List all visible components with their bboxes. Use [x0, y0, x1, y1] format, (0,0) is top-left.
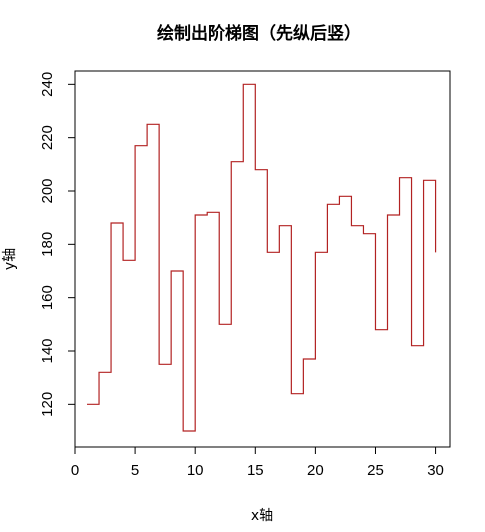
x-tick-label: 30: [427, 462, 444, 479]
x-tick-label: 25: [367, 462, 384, 479]
y-tick-label: 120: [39, 392, 56, 417]
y-tick-label: 220: [39, 125, 56, 150]
x-axis-label: x轴: [251, 508, 273, 524]
x-tick-label: 5: [131, 462, 139, 479]
y-tick-label: 240: [39, 72, 56, 97]
y-tick-label: 180: [39, 232, 56, 257]
step-series-line: [87, 83, 437, 432]
y-axis: 120 140 160 180 200 220 240: [39, 72, 76, 417]
x-axis: 0 5 10 15 20 25 30: [71, 446, 444, 479]
y-tick-label: 200: [39, 178, 56, 203]
chart-title: 绘制出阶梯图（先纵后竖）: [157, 23, 361, 44]
x-tick-label: 10: [187, 462, 204, 479]
y-axis-label: y轴: [2, 248, 18, 270]
plot-frame: [74, 70, 451, 448]
x-tick-label: 15: [247, 462, 264, 479]
x-tick-label: 0: [71, 462, 79, 479]
y-tick-label: 140: [39, 338, 56, 363]
x-tick-label: 20: [307, 462, 324, 479]
y-tick-label: 160: [39, 285, 56, 310]
